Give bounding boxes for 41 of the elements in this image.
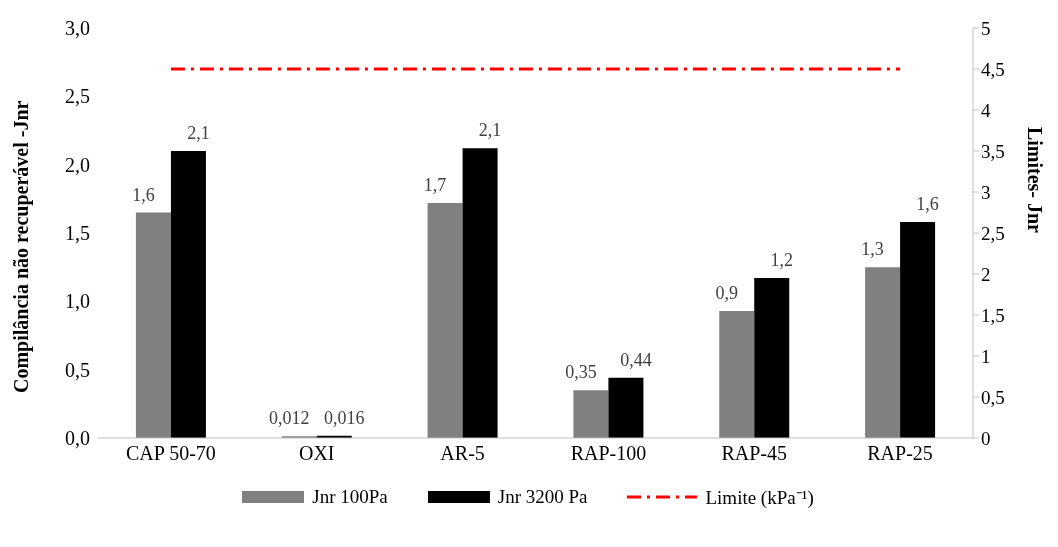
data-label: 0,35 [565, 362, 597, 383]
legend-label: Jnr 3200 Pa [497, 486, 588, 508]
y2-tick-label: 4 [981, 99, 991, 121]
y-tick-label: 2,5 [65, 85, 90, 108]
y-tick-label: 1,5 [65, 222, 90, 245]
y2-tick-label: 5 [981, 17, 991, 39]
data-label: 1,3 [861, 239, 884, 260]
x-tick-label: RAP-25 [867, 442, 933, 465]
y2-tick-label: 1 [981, 345, 991, 367]
y2-axis-title: Limites- Jnr [1023, 126, 1046, 234]
y2-tick-label: 4,5 [981, 58, 1005, 80]
y-tick-label: 0,5 [65, 358, 90, 381]
x-tick-label: AR-5 [440, 442, 485, 465]
data-label: 0,9 [715, 282, 738, 303]
y2-tick-label: 2 [981, 263, 991, 285]
x-tick-label: CAP 50-70 [126, 442, 216, 465]
y2-tick-label: 2,5 [981, 222, 1005, 244]
x-tick-label: RAP-45 [721, 442, 788, 465]
data-label: 1,2 [770, 250, 793, 271]
data-label: 1,6 [916, 194, 939, 215]
y2-tick-label: 3,5 [981, 140, 1005, 162]
y-tick-label: 0,0 [65, 427, 90, 450]
data-label: 1,7 [423, 174, 447, 195]
y2-tick-label: 1,5 [981, 304, 1005, 326]
data-label: 2,1 [478, 120, 502, 141]
y-tick-label: 1,0 [65, 290, 90, 313]
y-tick-label: 2,0 [65, 153, 90, 176]
data-label: 2,1 [187, 123, 210, 143]
y-tick-label: 3,0 [65, 17, 90, 40]
x-tick-label: OXI [298, 442, 335, 465]
data-label: 0,016 [324, 407, 365, 428]
y2-tick-label: 0 [981, 427, 991, 449]
data-label: 0,012 [269, 408, 310, 429]
data-label: 0,44 [620, 349, 652, 370]
y-axis-title: Compilância não recuperável -Jnr [10, 100, 34, 393]
y2-tick-label: 3 [981, 181, 991, 203]
y2-tick-label: 0,5 [981, 386, 1005, 408]
x-tick-label: RAP-100 [570, 442, 647, 465]
legend-label: Limite (kPa⁻¹) [705, 486, 814, 510]
legend-label: Jnr 100Pa [312, 486, 388, 508]
data-label: 1,6 [132, 184, 155, 205]
